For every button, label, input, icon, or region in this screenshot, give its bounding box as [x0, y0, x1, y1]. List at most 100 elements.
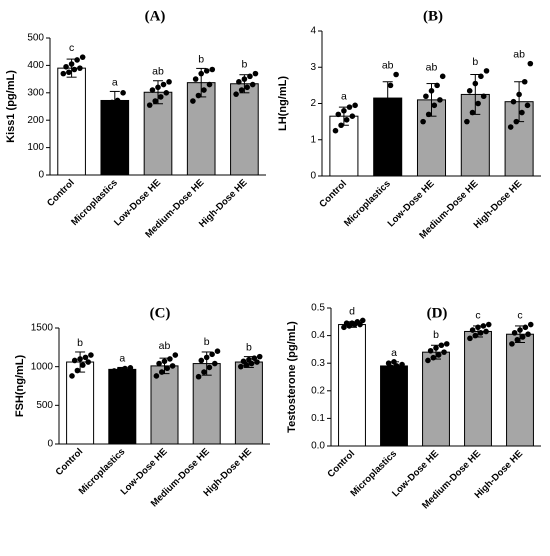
- significance-label: ab: [159, 340, 171, 352]
- data-point: [206, 81, 213, 88]
- bar: [422, 351, 450, 447]
- data-point: [214, 348, 221, 355]
- data-point: [192, 76, 199, 82]
- data-point: [517, 327, 523, 333]
- y-tick-label: 1000: [31, 361, 54, 372]
- data-point: [420, 118, 426, 125]
- data-point: [467, 335, 473, 342]
- data-point: [161, 358, 168, 365]
- data-point: [478, 73, 484, 80]
- data-point: [524, 102, 531, 109]
- y-tick-label: 0.5: [311, 303, 325, 314]
- category-label: Control: [325, 448, 357, 480]
- significance-label: ab: [426, 61, 438, 73]
- significance-label: b: [198, 53, 204, 65]
- data-point: [513, 118, 520, 125]
- y-axis-label: LH(ng/mL): [277, 76, 289, 131]
- significance-label: c: [475, 310, 480, 322]
- y-tick-label: 0.0: [311, 441, 325, 452]
- significance-label: b: [433, 329, 439, 341]
- data-point: [155, 84, 161, 91]
- data-point: [167, 356, 173, 362]
- data-point: [469, 109, 476, 116]
- panel-a: (A) 0 100 200 300 400 500 Kiss1 (pg/mL) c Control…: [5, 8, 266, 240]
- y-tick-label: 100: [27, 142, 44, 153]
- data-point: [511, 330, 518, 336]
- data-point: [349, 113, 356, 119]
- data-point: [103, 102, 110, 108]
- data-point: [127, 365, 134, 371]
- data-point: [236, 79, 242, 85]
- data-point: [201, 369, 207, 375]
- y-tick-label: 500: [27, 33, 44, 44]
- panel-title: (D): [427, 305, 448, 321]
- bar: [150, 365, 179, 445]
- data-point: [109, 99, 115, 106]
- data-point: [341, 324, 347, 331]
- data-point: [246, 356, 252, 363]
- data-point: [237, 363, 244, 370]
- data-point: [238, 87, 245, 93]
- data-point: [247, 73, 253, 80]
- data-point: [352, 102, 358, 109]
- significance-label: b: [204, 336, 210, 348]
- data-point: [519, 109, 525, 116]
- significance-label: b: [472, 56, 478, 68]
- data-point: [68, 61, 75, 67]
- data-point: [425, 111, 432, 118]
- data-point: [480, 323, 487, 329]
- bar: [329, 115, 359, 177]
- data-point: [156, 360, 162, 367]
- data-point: [516, 91, 522, 98]
- data-point: [527, 60, 534, 67]
- data-point: [166, 79, 172, 85]
- data-point: [85, 359, 92, 365]
- data-point: [485, 321, 492, 328]
- data-point: [203, 68, 210, 74]
- y-axis-label: FSH(ng/mL): [14, 355, 26, 418]
- data-point: [438, 342, 445, 349]
- data-point: [71, 357, 78, 364]
- data-point: [164, 365, 171, 372]
- data-point: [169, 363, 176, 369]
- data-point: [63, 63, 69, 70]
- data-point: [483, 328, 489, 335]
- data-point: [163, 90, 170, 96]
- data-point: [74, 57, 80, 63]
- data-point: [441, 349, 447, 355]
- bar: [186, 82, 216, 176]
- data-point: [158, 369, 165, 375]
- data-point: [249, 81, 256, 88]
- y-tick-label: 0.1: [311, 413, 325, 424]
- data-point: [433, 345, 439, 351]
- data-point: [198, 70, 204, 77]
- data-point: [111, 368, 117, 374]
- data-point: [69, 373, 75, 379]
- y-tick-label: 4: [310, 26, 316, 37]
- data-point: [212, 360, 218, 367]
- data-point: [198, 357, 205, 364]
- y-tick-label: 400: [27, 60, 44, 71]
- data-point: [152, 98, 159, 104]
- y-tick-label: 2: [310, 98, 316, 109]
- bar: [108, 368, 137, 445]
- data-point: [525, 331, 531, 338]
- data-point: [477, 330, 484, 336]
- y-tick-label: 0: [38, 170, 44, 181]
- data-point: [354, 319, 361, 325]
- y-tick-label: 300: [27, 87, 44, 98]
- panel-title: (A): [145, 8, 166, 24]
- data-point: [206, 364, 213, 371]
- y-tick-label: 3: [310, 62, 316, 73]
- data-point: [66, 69, 72, 76]
- data-point: [335, 111, 342, 118]
- significance-label: b: [246, 342, 252, 354]
- category-label: Control: [317, 178, 349, 210]
- panel-title: (C): [150, 305, 171, 321]
- data-point: [349, 320, 355, 326]
- data-point: [483, 68, 490, 74]
- bar: [338, 324, 366, 447]
- data-point: [60, 70, 67, 77]
